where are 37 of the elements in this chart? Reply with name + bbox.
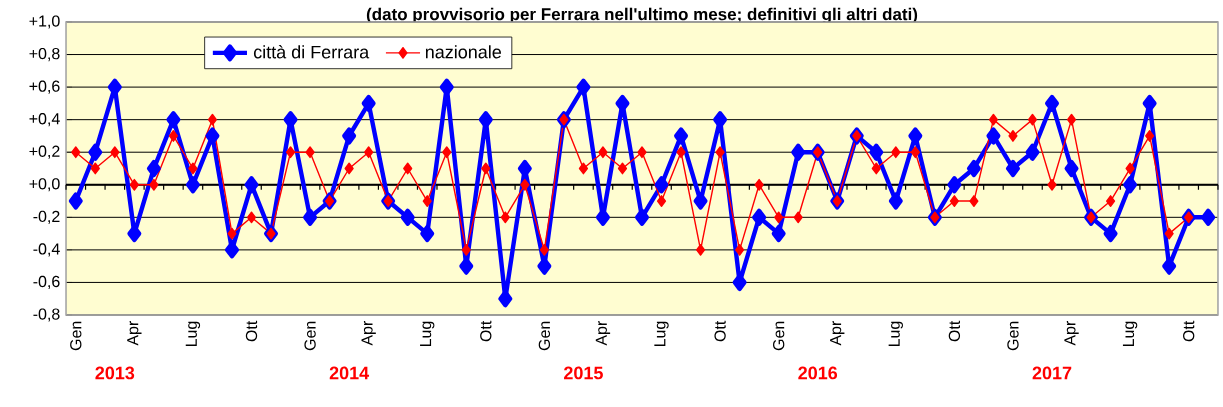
x-tick-label: Lug — [654, 321, 669, 347]
x-tick-label: Gen — [538, 321, 551, 351]
x-tick-label: Gen — [773, 321, 785, 351]
text: 2017 — [1032, 366, 1072, 380]
x-tick-label: Apr — [127, 321, 142, 346]
x-tick-label: Gen — [304, 321, 316, 351]
text: 2014 — [329, 366, 370, 380]
x-tick-label: Gen — [1007, 321, 1019, 351]
y-tick-label: +1,0 — [29, 15, 60, 29]
x-tick-label: Lug — [420, 321, 435, 347]
x-tick-label: Lug — [185, 321, 201, 347]
x-tick-label: Lug — [1122, 321, 1138, 347]
x-tick-label: Apr — [361, 321, 376, 346]
x-tick-label: Ott — [714, 320, 726, 342]
x-tick-label: Ott — [948, 320, 961, 342]
y-tick-label: -0,8 — [33, 308, 60, 322]
x-tick-label: Apr — [595, 321, 611, 346]
x-tick-label: Apr — [830, 321, 845, 346]
y-tick-label: -0,4 — [33, 243, 60, 257]
x-tick-label: Gen — [70, 321, 82, 351]
y-tick-label: -0,2 — [33, 210, 60, 224]
text: 2015 — [564, 366, 603, 380]
x-tick-label: Ott — [1183, 320, 1195, 342]
x-tick-label: Lug — [888, 321, 903, 347]
y-tick-label: -0,6 — [33, 275, 60, 290]
text: 2016 — [798, 366, 838, 380]
legend-label: città di Ferrara — [253, 45, 370, 59]
x-tick-label: Apr — [1064, 321, 1079, 346]
y-tick-label: +0,8 — [29, 47, 60, 62]
x-tick-label: Ott — [245, 320, 258, 342]
text: 2013 — [95, 366, 135, 380]
y-tick-label: +0,4 — [29, 113, 60, 127]
legend-label: nazionale — [425, 45, 502, 59]
y-tick-label: +0,6 — [29, 80, 60, 94]
y-tick-label: +0,2 — [29, 145, 60, 159]
x-tick-label: Ott — [480, 320, 492, 342]
y-tick-label: +0,0 — [29, 178, 60, 192]
